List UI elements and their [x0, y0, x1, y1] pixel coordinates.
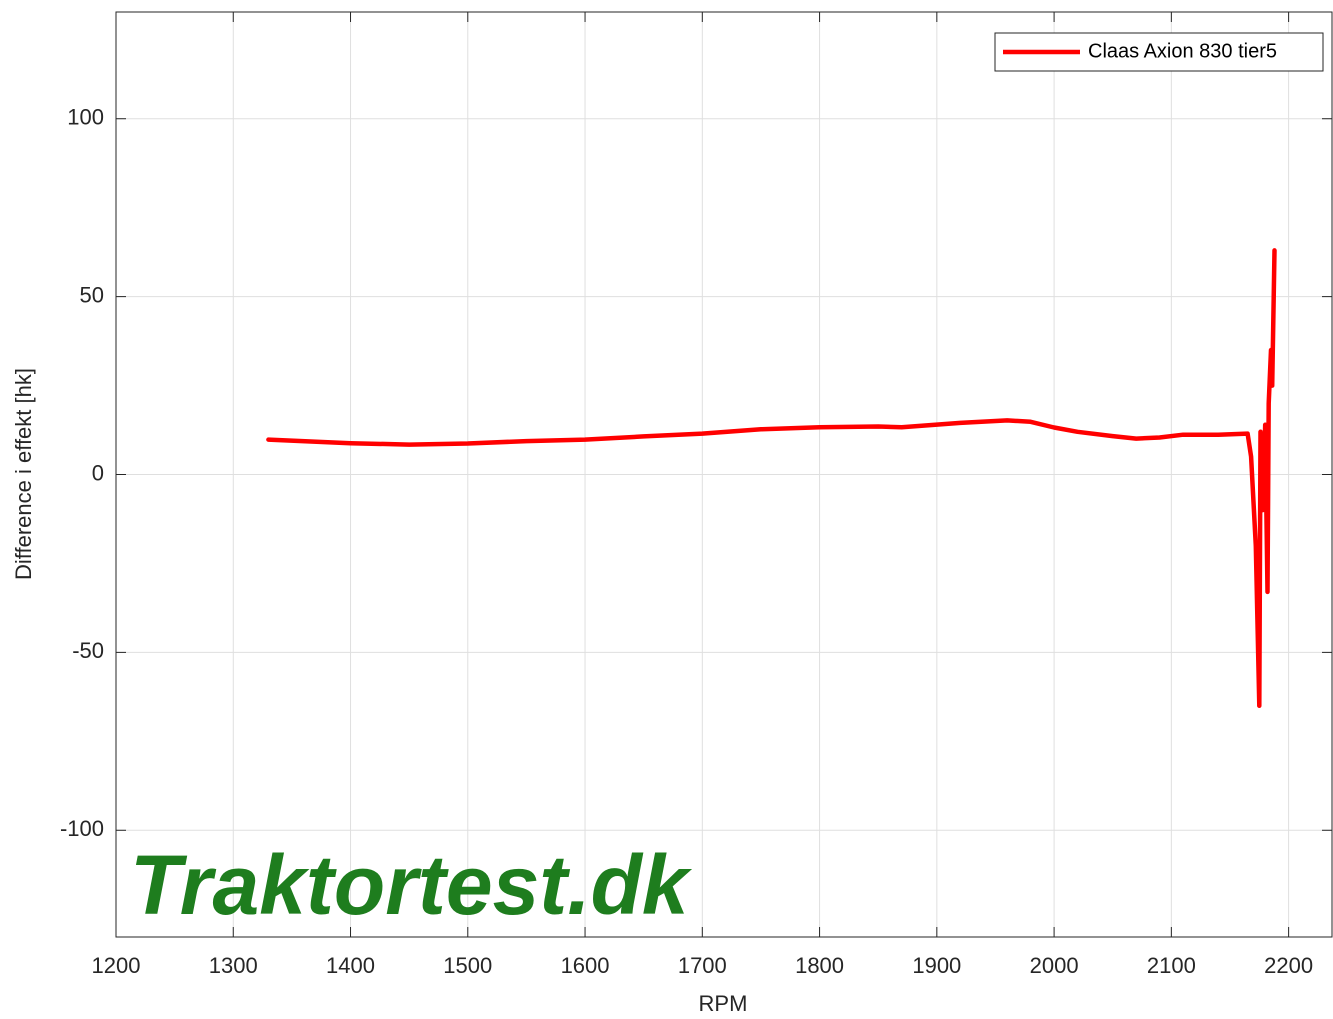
x-tick-label: 1500	[443, 953, 492, 978]
x-tick-label: 1300	[209, 953, 258, 978]
x-tick-label: 2200	[1264, 953, 1313, 978]
data-line	[266, 248, 1277, 709]
axes-box	[115, 11, 1333, 938]
y-tick-label: 100	[67, 105, 104, 130]
x-tick-label: 1900	[912, 953, 961, 978]
legend-label: Claas Axion 830 tier5	[1088, 40, 1277, 62]
x-tick-label: 1600	[561, 953, 610, 978]
y-axis-label: Difference i effekt [hk]	[11, 368, 36, 580]
y-tick-label: -50	[72, 638, 104, 663]
x-tick-label: 1800	[795, 953, 844, 978]
x-tick-label: 2000	[1030, 953, 1079, 978]
x-tick-label: 1700	[678, 953, 727, 978]
y-tick-label: -100	[60, 816, 104, 841]
y-tick-label: 50	[80, 282, 104, 307]
y-tick-label: 0	[92, 460, 104, 485]
x-tick-label: 1200	[92, 953, 141, 978]
x-axis-label: RPM	[699, 991, 748, 1016]
watermark: Traktortest.dk	[130, 838, 693, 932]
x-tick-label: 1400	[326, 953, 375, 978]
x-tick-label: 2100	[1147, 953, 1196, 978]
